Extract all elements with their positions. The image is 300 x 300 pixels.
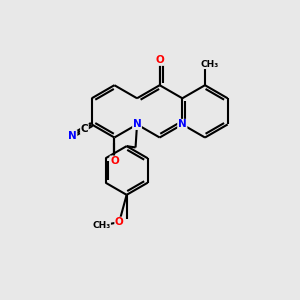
Text: N: N (133, 119, 141, 129)
Text: C: C (81, 124, 88, 134)
Text: N: N (68, 130, 77, 141)
Text: N: N (178, 119, 187, 129)
Text: CH₃: CH₃ (92, 221, 110, 230)
Text: O: O (115, 217, 124, 227)
Text: O: O (110, 156, 119, 166)
Text: CH₃: CH₃ (200, 60, 219, 69)
Text: O: O (155, 56, 164, 65)
Text: N: N (178, 119, 187, 129)
